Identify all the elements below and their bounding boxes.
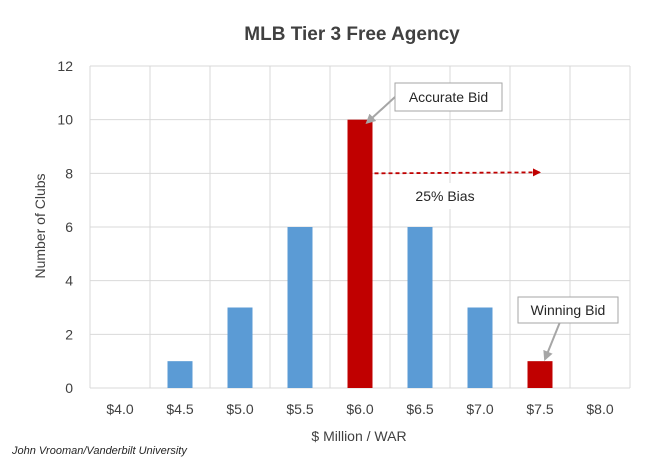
y-tick-label: 4 <box>65 273 73 289</box>
x-axis-label: $ Million / WAR <box>311 428 406 444</box>
chart-title: MLB Tier 3 Free Agency <box>244 24 460 45</box>
bias-label: 25% Bias <box>415 188 474 204</box>
bars <box>167 119 553 389</box>
y-tick-label: 6 <box>65 219 73 235</box>
x-tick-labels: $4.0 $4.5 $5.0 $5.5 $6.0 $6.5 $7.0 $7.5 $8.0 <box>106 401 613 417</box>
credit: John Vrooman/Vanderbilt University <box>12 445 187 457</box>
bar <box>467 307 493 388</box>
bias-label-box <box>405 183 485 209</box>
winning-bid-label: Winning Bid <box>531 302 606 318</box>
x-tick-label: $4.5 <box>166 401 193 417</box>
bar <box>227 307 253 388</box>
y-tick-label: 8 <box>65 165 73 181</box>
winning-bid-box <box>517 296 619 324</box>
accurate-bid-label: Accurate Bid <box>409 89 488 105</box>
x-tick-label: $4.0 <box>106 401 133 417</box>
bar <box>347 119 373 389</box>
x-tick-label: $7.0 <box>466 401 493 417</box>
y-tick-label: 2 <box>65 326 73 342</box>
y-tick-label: 10 <box>57 112 73 128</box>
x-tick-label: $5.0 <box>226 401 253 417</box>
x-tick-label: $8.0 <box>586 401 613 417</box>
bar <box>287 227 313 388</box>
accurate-bid-box <box>394 82 503 112</box>
x-tick-label: $7.5 <box>526 401 553 417</box>
y-tick-label: 0 <box>65 380 73 396</box>
accurate-bid-pointer <box>365 96 396 125</box>
y-axis-label: Number of Clubs <box>32 173 48 278</box>
y-tick-label: 12 <box>57 58 73 74</box>
bar <box>407 227 433 388</box>
bar <box>527 361 553 388</box>
x-tick-label: $6.5 <box>406 401 433 417</box>
bar <box>167 361 193 388</box>
annotations: Accurate Bid Winning Bid 25% Bias <box>365 82 619 362</box>
x-tick-label: $5.5 <box>286 401 313 417</box>
winning-bid-pointer <box>543 321 561 362</box>
y-tick-labels: 0 2 4 6 8 10 12 <box>57 58 73 396</box>
x-tick-label: $6.0 <box>346 401 373 417</box>
